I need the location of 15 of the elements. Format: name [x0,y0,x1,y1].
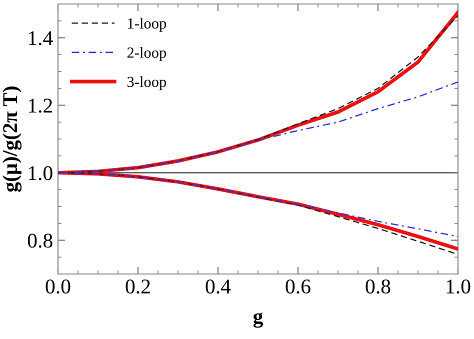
y-tick-label: 0.8 [28,234,52,248]
y-tick-label: 1.0 [28,166,52,180]
legend-label: 1-loop [128,18,166,32]
y-tick-label: 1.2 [28,98,52,113]
x-tick-label: 0.2 [126,279,150,294]
x-axis-title: g [253,312,264,328]
y-axis-title: g(μ)/g(2π T) [2,86,22,192]
y-tick-label: 1.4 [28,31,53,46]
x-tick-label: 0.6 [286,279,310,294]
legend-label: 2-loop [127,47,166,61]
x-tick-label: 1.0 [446,279,470,294]
x-tick-label: 0.8 [366,279,390,294]
x-tick-label: 0.4 [206,279,231,294]
x-tick-label: 0.0 [46,279,70,294]
legend-label: 3-loop [127,76,166,90]
